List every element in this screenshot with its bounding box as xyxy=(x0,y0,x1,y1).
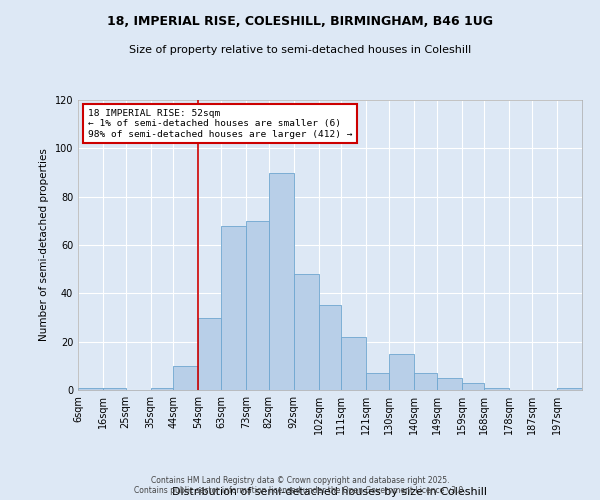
Bar xyxy=(437,378,461,390)
Bar xyxy=(461,383,484,390)
Bar xyxy=(293,274,319,390)
Bar xyxy=(103,388,125,390)
Text: 18, IMPERIAL RISE, COLESHILL, BIRMINGHAM, B46 1UG: 18, IMPERIAL RISE, COLESHILL, BIRMINGHAM… xyxy=(107,15,493,28)
Bar xyxy=(367,373,389,390)
Bar xyxy=(341,337,367,390)
Bar xyxy=(269,172,293,390)
Bar xyxy=(484,388,509,390)
Text: 18 IMPERIAL RISE: 52sqm
← 1% of semi-detached houses are smaller (6)
98% of semi: 18 IMPERIAL RISE: 52sqm ← 1% of semi-det… xyxy=(88,108,353,138)
Bar xyxy=(389,354,414,390)
Bar xyxy=(173,366,199,390)
Text: Size of property relative to semi-detached houses in Coleshill: Size of property relative to semi-detach… xyxy=(129,45,471,55)
Y-axis label: Number of semi-detached properties: Number of semi-detached properties xyxy=(39,148,49,342)
Bar xyxy=(78,388,103,390)
Bar xyxy=(221,226,246,390)
Bar xyxy=(151,388,173,390)
Bar xyxy=(319,306,341,390)
Bar xyxy=(557,388,582,390)
X-axis label: Distribution of semi-detached houses by size in Coleshill: Distribution of semi-detached houses by … xyxy=(173,487,487,497)
Bar xyxy=(246,221,269,390)
Bar xyxy=(414,373,437,390)
Text: Contains HM Land Registry data © Crown copyright and database right 2025.
Contai: Contains HM Land Registry data © Crown c… xyxy=(134,476,466,495)
Bar xyxy=(199,318,221,390)
